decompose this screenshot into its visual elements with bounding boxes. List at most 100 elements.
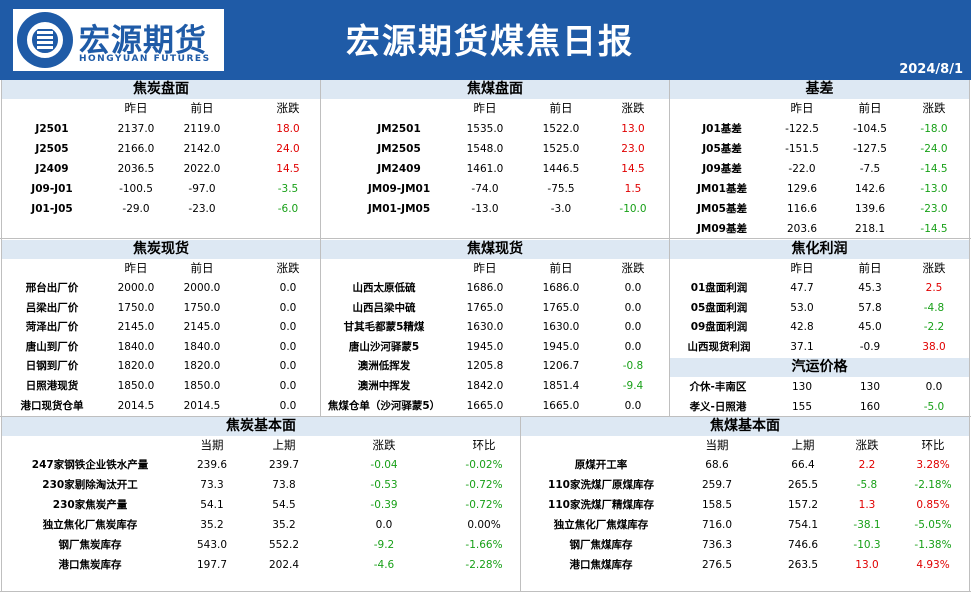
row-label: J2501 [35, 123, 69, 135]
cell-y: 1548.0 [466, 143, 504, 155]
cell-c: -10.3 [853, 539, 881, 551]
cell-p: 2022.0 [183, 163, 221, 175]
cell-c: -9.2 [373, 539, 395, 551]
table-row: JM2505 1548.0 1525.0 23.0 [321, 139, 669, 159]
cell-p: -0.9 [859, 340, 881, 353]
table-row: 港口现货仓单 2014.5 2014.5 0.0 [2, 396, 320, 416]
cell-c: 2.5 [925, 282, 943, 294]
column-header: 涨跌 [855, 438, 879, 452]
cell-prev: 746.6 [787, 539, 819, 551]
table-row: 日照港现货 1850.0 1850.0 0.0 [2, 376, 320, 396]
cell-pct: -0.72% [465, 479, 503, 491]
row-label: J2505 [35, 143, 69, 155]
row-label: JM09基差 [697, 223, 747, 235]
column-header: 前日 [858, 261, 882, 275]
freight-panel: 汽运价格 介休-丰南区 130 130 0.0 孝义-日照港 155 160 -5.0 [670, 358, 969, 416]
table-row: 230家剔除淘汰开工 73.3 73.8 -0.53 -0.72% [2, 475, 520, 495]
cell-cur: 716.0 [701, 519, 733, 531]
cell-c: -0.8 [622, 360, 644, 373]
section-title: 焦煤盘面 [321, 80, 669, 99]
row-label: 邢台出厂价 [25, 282, 79, 294]
table-row: 230家焦炭产量 54.1 54.5 -0.39 -0.72% [2, 495, 520, 515]
divider [969, 80, 970, 592]
cell-y: -22.0 [788, 163, 816, 175]
cell-y: -100.5 [119, 183, 153, 195]
cell-p: 130 [859, 381, 881, 393]
cell-prev: 35.2 [272, 519, 296, 531]
cell-c: -0.39 [370, 499, 398, 511]
table-row: 钢厂焦煤库存 736.3 746.6 -10.3 -1.38% [521, 535, 969, 555]
cell-c: 0.0 [624, 301, 642, 314]
cell-pct: -5.05% [914, 519, 952, 531]
cell-p: 1522.0 [542, 123, 580, 135]
coking-coal-futures-panel: 焦煤盘面 昨日 前日 涨跌 JM2501 1535.0 1522.0 13.0 JM2505 15… [321, 80, 669, 238]
column-header: 涨跌 [372, 438, 396, 452]
table-row: 山西太原低硫 1686.0 1686.0 0.0 [321, 278, 669, 298]
basis-panel: 基差 昨日 前日 涨跌 J01基差 -122.5 -104.5 -18.0 J05基差 -151.… [670, 80, 969, 238]
column-header: 涨跌 [922, 101, 946, 115]
row-label: 菏泽出厂价 [25, 321, 79, 334]
cell-c: 24.0 [276, 143, 300, 155]
coke-futures-panel: 焦炭盘面 昨日 前日 涨跌 J2501 2137.0 2119.0 18.0 J2505 2166… [2, 80, 320, 238]
row-label: 焦煤仓单（沙河驿蒙5） [327, 399, 441, 412]
cell-c: -4.6 [373, 559, 395, 571]
table-row: JM2409 1461.0 1446.5 14.5 [321, 159, 669, 179]
cell-y: 1765.0 [466, 301, 504, 314]
row-label: 钢厂焦煤库存 [569, 539, 633, 551]
section-title: 焦炭基本面 [2, 417, 520, 436]
table-row: JM09基差 203.6 218.1 -14.5 [670, 219, 969, 238]
cell-c: 0.0 [624, 321, 642, 334]
company-logo: 宏源期货 HONGYUAN FUTURES [13, 9, 224, 71]
section-title: 焦化利润 [670, 240, 969, 259]
cell-y: 1630.0 [466, 321, 504, 334]
coking-coal-spot-panel: 焦煤现货 昨日 前日 涨跌 山西太原低硫 1686.0 1686.0 0.0 山西吕梁中硫 176… [321, 240, 669, 416]
table-row: 港口焦炭库存 197.7 202.4 -4.6 -2.28% [2, 555, 520, 575]
cell-p: 1850.0 [183, 380, 221, 392]
cell-y: -151.5 [785, 143, 819, 155]
row-label: JM2505 [377, 143, 421, 155]
cell-p: 1765.0 [542, 301, 580, 314]
cell-prev: 66.4 [791, 459, 815, 471]
cell-y: 2036.5 [117, 163, 155, 175]
cell-y: 53.0 [790, 301, 814, 314]
table-row: J01-J05 -29.0 -23.0 -6.0 [2, 199, 320, 219]
row-label: J01基差 [702, 123, 742, 135]
row-label: 唐山到厂价 [25, 340, 79, 353]
column-header: 环比 [921, 438, 945, 452]
row-label: 港口焦炭库存 [58, 559, 122, 571]
table-row: 独立焦化厂焦煤库存 716.0 754.1 -38.1 -5.05% [521, 515, 969, 535]
table-row: J05基差 -151.5 -127.5 -24.0 [670, 139, 969, 159]
row-label: 港口焦煤库存 [569, 559, 633, 571]
table-row: J09-J01 -100.5 -97.0 -3.5 [2, 179, 320, 199]
cell-y: 1686.0 [466, 282, 504, 294]
table-row: JM2501 1535.0 1522.0 13.0 [321, 119, 669, 139]
cell-prev: 239.7 [268, 459, 300, 471]
cell-c: -5.8 [856, 479, 878, 491]
table-row: 孝义-日照港 155 160 -5.0 [670, 397, 969, 416]
column-header: 涨跌 [621, 101, 645, 115]
table-row: 唐山沙河驿蒙5 1945.0 1945.0 0.0 [321, 337, 669, 357]
cell-y: 2014.5 [117, 399, 155, 412]
divider [1, 80, 2, 592]
cell-y: 1850.0 [117, 380, 155, 392]
cell-p: 1851.4 [542, 380, 580, 392]
row-label: JM01基差 [697, 183, 747, 195]
cell-y: -122.5 [785, 123, 819, 135]
cell-cur: 276.5 [701, 559, 733, 571]
section-title: 汽运价格 [670, 358, 969, 377]
column-header: 当期 [705, 438, 729, 452]
table-row: 介休-丰南区 130 130 0.0 [670, 377, 969, 397]
cell-y: 1205.8 [466, 360, 504, 373]
cell-y: 2137.0 [117, 123, 155, 135]
cell-c: -0.04 [370, 459, 398, 471]
table-row: J2505 2166.0 2142.0 24.0 [2, 139, 320, 159]
table-row: 菏泽出厂价 2145.0 2145.0 0.0 [2, 317, 320, 337]
cell-c: 14.5 [276, 163, 300, 175]
cell-y: 2145.0 [117, 321, 155, 334]
cell-p: 57.8 [858, 301, 882, 314]
cell-c: -24.0 [920, 143, 948, 155]
table-row: J2409 2036.5 2022.0 14.5 [2, 159, 320, 179]
cell-cur: 259.7 [701, 479, 733, 491]
cell-pct: -2.28% [465, 559, 503, 571]
